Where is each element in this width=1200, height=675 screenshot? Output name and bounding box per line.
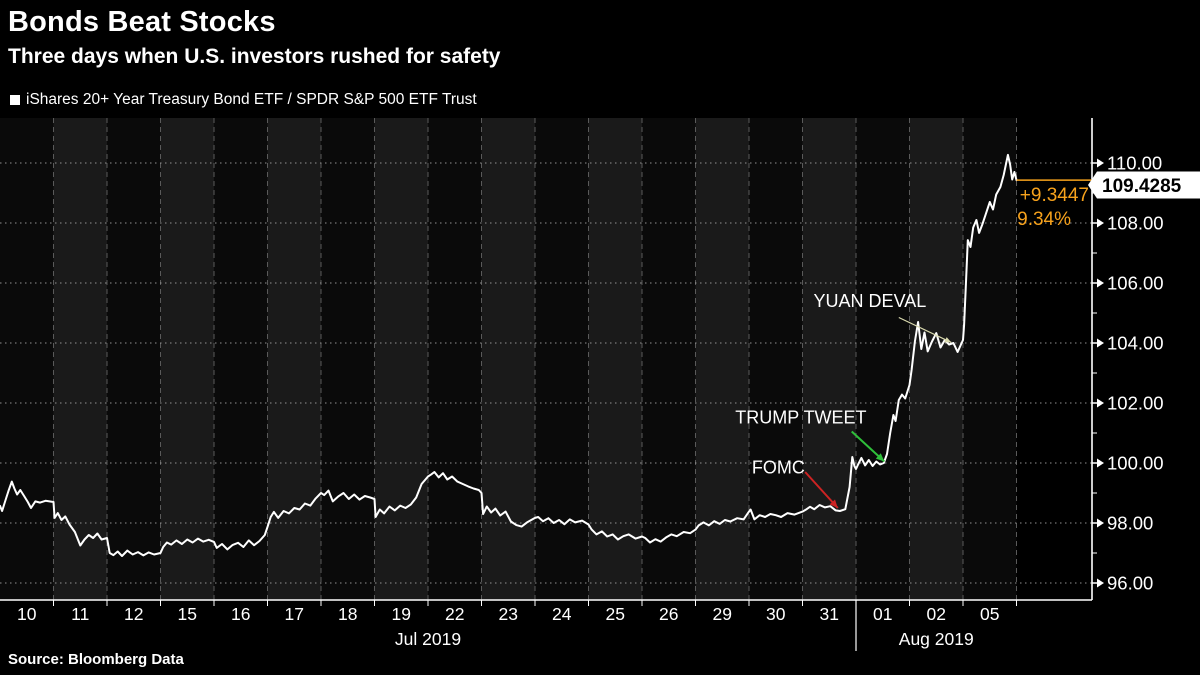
x-axis-date-label: 18 — [338, 604, 357, 624]
x-axis-date-label: 31 — [820, 604, 839, 624]
day-band — [481, 118, 535, 600]
month-label: Jul 2019 — [395, 629, 461, 649]
price-change-pct-label: 9.34% — [1017, 209, 1071, 230]
legend-swatch-icon — [10, 95, 20, 105]
day-band — [802, 118, 856, 600]
event-annotation-label: FOMC — [752, 458, 805, 478]
y-axis-label: 102.00 — [1107, 393, 1164, 414]
chart-legend: iShares 20+ Year Treasury Bond ETF / SPD… — [10, 91, 477, 109]
y-axis-label: 106.00 — [1107, 273, 1164, 294]
x-axis-date-label: 05 — [980, 604, 999, 624]
price-line — [0, 153, 1018, 557]
y-tick-arrow-icon — [1097, 338, 1104, 348]
page-subtitle: Three days when U.S. investors rushed fo… — [8, 45, 501, 68]
event-arrowhead-icon — [875, 453, 885, 462]
x-axis-date-label: 19 — [392, 604, 411, 624]
day-band — [963, 118, 1017, 600]
event-arrowhead-icon — [829, 499, 838, 508]
y-axis-label: 96.00 — [1107, 573, 1153, 594]
y-axis-label: 108.00 — [1107, 213, 1164, 234]
y-axis-label: 98.00 — [1107, 513, 1153, 534]
y-tick-arrow-icon — [1097, 578, 1104, 588]
event-arrowhead-icon — [944, 337, 952, 343]
day-band — [642, 118, 696, 600]
day-band — [374, 118, 428, 600]
y-tick-arrow-icon — [1097, 458, 1104, 468]
y-tick-arrow-icon — [1097, 278, 1104, 288]
day-band — [160, 118, 214, 600]
last-price-flag — [1088, 171, 1200, 199]
y-tick-arrow-icon — [1097, 518, 1104, 528]
day-band — [909, 118, 963, 600]
day-band — [856, 118, 910, 600]
x-axis-date-label: 24 — [552, 604, 572, 624]
x-axis-date-label: 01 — [873, 604, 892, 624]
legend-label: iShares 20+ Year Treasury Bond ETF / SPD… — [26, 91, 477, 108]
last-price-value: 109.4285 — [1102, 176, 1182, 197]
x-axis-date-label: 15 — [178, 604, 197, 624]
y-axis-label: 104.00 — [1107, 333, 1164, 354]
event-annotation-label: TRUMP TWEET — [735, 407, 866, 427]
x-axis-date-label: 22 — [445, 604, 464, 624]
day-band — [749, 118, 803, 600]
x-axis-date-label: 10 — [17, 604, 37, 624]
x-axis-date-label: 02 — [927, 604, 946, 624]
day-band — [695, 118, 749, 600]
day-band — [428, 118, 482, 600]
x-axis-date-label: 30 — [766, 604, 786, 624]
day-band — [214, 118, 268, 600]
source-credit: Source: Bloomberg Data — [8, 651, 184, 668]
x-axis-date-label: 16 — [231, 604, 250, 624]
y-tick-arrow-icon — [1097, 218, 1104, 228]
day-band — [588, 118, 642, 600]
day-band — [53, 118, 107, 600]
day-band — [0, 118, 54, 600]
month-label: Aug 2019 — [899, 629, 974, 649]
x-axis-date-label: 29 — [713, 604, 732, 624]
y-axis-label: 100.00 — [1107, 453, 1164, 474]
x-axis-date-label: 12 — [124, 604, 143, 624]
x-axis-date-label: 17 — [285, 604, 304, 624]
y-axis-label: 110.00 — [1107, 153, 1162, 174]
x-axis-date-label: 23 — [499, 604, 518, 624]
y-tick-arrow-icon — [1097, 398, 1104, 408]
day-band — [267, 118, 321, 600]
x-axis-date-label: 25 — [606, 604, 625, 624]
event-arrow-line — [898, 316, 952, 343]
y-tick-arrow-icon — [1097, 158, 1104, 168]
x-axis-date-label: 26 — [659, 604, 678, 624]
day-band — [107, 118, 161, 600]
price-change-label: +9.3447 — [1020, 185, 1089, 206]
event-annotation-label: YUAN DEVAL — [814, 291, 927, 311]
x-axis-date-label: 11 — [71, 604, 89, 624]
day-band — [535, 118, 589, 600]
day-band — [321, 118, 375, 600]
page-title: Bonds Beat Stocks — [8, 6, 276, 38]
